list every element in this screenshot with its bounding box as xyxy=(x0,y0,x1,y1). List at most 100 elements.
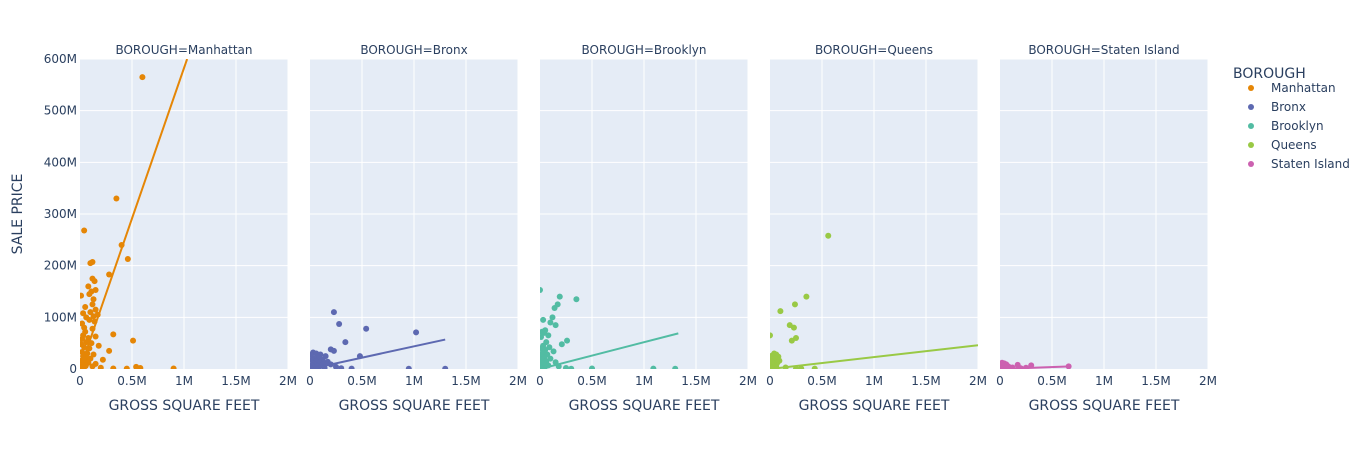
x-tick-label: 1.5M xyxy=(451,374,480,388)
data-point xyxy=(547,319,554,326)
x-tick-label: 1M xyxy=(175,374,193,388)
data-point xyxy=(170,365,177,369)
x-axis-title: GROSS SQUARE FEET xyxy=(1029,398,1180,414)
data-point xyxy=(92,306,99,313)
data-point xyxy=(790,324,797,331)
data-point xyxy=(80,310,87,317)
data-point xyxy=(770,332,773,339)
x-tick-label: 1M xyxy=(865,374,883,388)
data-point xyxy=(564,337,571,344)
x-tick-label: 1M xyxy=(405,374,423,388)
x-tick-label: 2M xyxy=(509,374,527,388)
legend: BOROUGH Manhattan Bronx Brooklyn Queens Stat… xyxy=(1233,66,1350,171)
legend-marker xyxy=(1248,104,1254,110)
x-tick-label: 2M xyxy=(969,374,987,388)
x-axis-title: GROSS SQUARE FEET xyxy=(799,398,950,414)
data-point xyxy=(825,232,832,239)
data-point xyxy=(89,301,96,308)
data-point xyxy=(92,333,99,340)
facet-bronx: BOROUGH=Bronx 0 0.5M 1M 1.5M 2M GROSS SQUARE F… xyxy=(306,43,527,414)
y-tick-label: 200M xyxy=(44,259,77,273)
x-tick-label: 1M xyxy=(635,374,653,388)
x-tick-label: 0.5M xyxy=(347,374,376,388)
y-tick-label: 600M xyxy=(44,52,77,66)
data-point xyxy=(106,347,113,354)
y-tick-label: 300M xyxy=(44,207,77,221)
data-point xyxy=(110,365,117,369)
data-point xyxy=(777,308,784,315)
facet-title: BOROUGH=Manhattan xyxy=(115,43,252,57)
x-tick-label: 1.5M xyxy=(221,374,250,388)
x-tick-label: 2M xyxy=(1199,374,1217,388)
legend-item-label: Staten Island xyxy=(1271,157,1350,171)
data-point xyxy=(89,363,96,369)
legend-title: BOROUGH xyxy=(1233,66,1306,82)
y-tick-label: 400M xyxy=(44,155,77,169)
facet-manhattan: BOROUGH=Manhattan 0 0.5M 1M 1.5M 2M 0 100M 200M 3… xyxy=(44,43,297,414)
data-point xyxy=(330,309,337,316)
data-point xyxy=(81,344,88,351)
data-point xyxy=(137,364,144,369)
trendline xyxy=(770,344,978,369)
data-point xyxy=(540,286,543,293)
data-point xyxy=(106,271,113,278)
data-point xyxy=(405,365,412,369)
data-point xyxy=(87,260,94,267)
y-tick-label: 500M xyxy=(44,104,77,118)
x-axis-title: GROSS SQUARE FEET xyxy=(339,398,490,414)
facet-title: BOROUGH=Queens xyxy=(815,43,933,57)
data-point xyxy=(549,314,556,321)
data-point xyxy=(791,301,798,308)
data-point xyxy=(573,296,580,303)
data-point xyxy=(363,325,370,332)
data-point xyxy=(811,365,818,369)
y-tick-label: 0 xyxy=(69,362,77,376)
data-point xyxy=(95,342,102,349)
x-tick-label: 2M xyxy=(279,374,297,388)
data-point xyxy=(124,255,131,262)
marker-group xyxy=(770,232,978,369)
facet-title: BOROUGH=Staten Island xyxy=(1028,43,1179,57)
facets: BOROUGH=Manhattan 0 0.5M 1M 1.5M 2M 0 100M 200M 3… xyxy=(44,43,1217,414)
data-point xyxy=(81,227,88,234)
legend-item-label: Brooklyn xyxy=(1271,119,1324,133)
data-point xyxy=(803,293,810,300)
marker-group xyxy=(310,309,449,369)
data-point xyxy=(342,339,349,346)
data-point xyxy=(90,296,97,303)
data-point xyxy=(550,348,557,355)
legend-item-label: Manhattan xyxy=(1271,81,1336,95)
data-point xyxy=(333,363,339,369)
facet-title: BOROUGH=Bronx xyxy=(360,43,467,57)
data-point xyxy=(558,341,565,348)
data-point xyxy=(86,316,93,323)
legend-marker xyxy=(1248,85,1254,91)
data-point xyxy=(540,333,545,340)
facet-title: BOROUGH=Brooklyn xyxy=(582,43,707,57)
y-axis-title: SALE PRICE xyxy=(10,174,26,255)
data-point xyxy=(788,337,795,344)
data-point xyxy=(99,356,106,363)
data-point xyxy=(442,365,449,369)
x-tick-label: 0 xyxy=(306,374,314,388)
data-point xyxy=(545,332,552,339)
x-tick-label: 1.5M xyxy=(911,374,940,388)
data-point xyxy=(90,313,97,320)
x-axis-title: GROSS SQUARE FEET xyxy=(569,398,720,414)
data-point xyxy=(552,322,559,329)
x-tick-label: 0.5M xyxy=(1037,374,1066,388)
data-point xyxy=(85,283,92,290)
x-tick-label: 1.5M xyxy=(1141,374,1170,388)
data-point xyxy=(91,278,98,285)
data-point xyxy=(540,316,547,323)
legend-marker xyxy=(1248,123,1254,129)
facet-staten-island: BOROUGH=Staten Island 0 0.5M 1M 1.5M 2M GROSS … xyxy=(996,43,1217,414)
data-point xyxy=(672,365,679,369)
data-point xyxy=(86,291,93,298)
data-point xyxy=(650,365,657,369)
trendline xyxy=(80,59,189,369)
x-tick-label: 1.5M xyxy=(681,374,710,388)
data-point xyxy=(97,364,104,369)
data-point xyxy=(568,365,575,369)
